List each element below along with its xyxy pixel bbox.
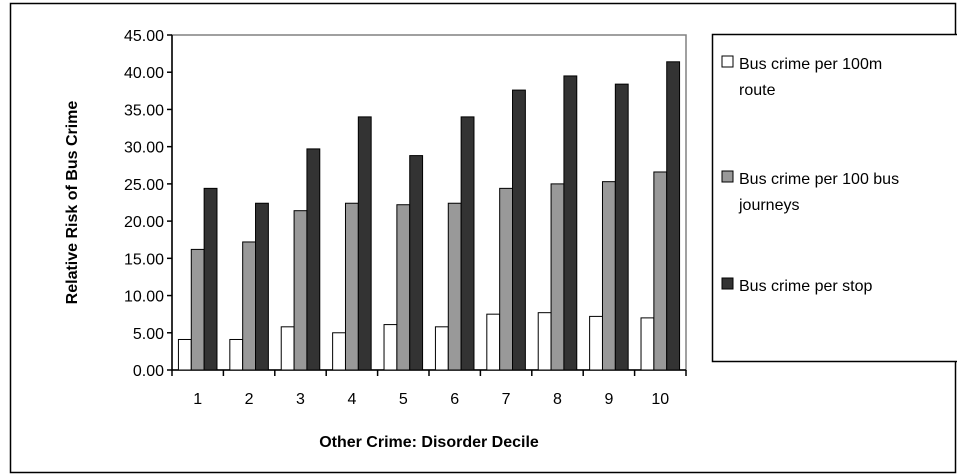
x-tick-label: 4 (347, 391, 356, 408)
bar-series-1-decile-7 (486, 313, 501, 371)
bar-series-3-decile-10 (666, 61, 681, 371)
x-tick-label: 7 (502, 391, 511, 408)
bar-series-2-decile-9 (601, 181, 616, 371)
bar-series-2-decile-10 (653, 171, 668, 371)
bar-series-3-decile-5 (409, 155, 424, 371)
y-axis-title: Relative Risk of Bus Crime (64, 101, 81, 305)
legend-swatch (721, 55, 734, 68)
y-axis: 0.00 5.00 10.00 15.00 20.00 25.00 30.00 35.00 40… (124, 28, 173, 380)
x-tick-label: 1 (193, 391, 202, 408)
bar-series-3-decile-6 (460, 116, 475, 371)
bar-series-1-decile-9 (589, 315, 603, 371)
bar-series-3-decile-1 (203, 187, 218, 371)
legend-label: journeys (738, 197, 799, 214)
bar-series-2-decile-6 (447, 202, 462, 371)
bar-series-3-decile-3 (306, 148, 321, 371)
legend-swatch (721, 277, 734, 290)
bar-series-1-decile-6 (434, 326, 449, 371)
x-axis-title: Other Crime: Disorder Decile (319, 434, 539, 451)
y-tick-label: 10.00 (124, 289, 164, 306)
y-tick-label: 35.00 (124, 102, 164, 119)
x-tick-label: 3 (296, 391, 305, 408)
bar-series-3-decile-7 (512, 89, 526, 371)
y-tick-label: 5.00 (133, 326, 164, 343)
bar-series-3-decile-9 (614, 83, 629, 371)
x-tick-label: 9 (604, 391, 613, 408)
x-tick-label: 10 (651, 391, 669, 408)
legend-swatch (721, 170, 734, 183)
bar-series-1-decile-5 (383, 324, 398, 371)
legend-label: Bus crime per stop (739, 278, 872, 295)
bar-series-1-decile-2 (229, 338, 244, 371)
x-tick-label: 2 (245, 391, 254, 408)
bar-series-1-decile-4 (332, 332, 346, 371)
x-tick-label: 6 (450, 391, 459, 408)
bar-series-2-decile-5 (396, 204, 411, 371)
y-tick-label: 15.00 (124, 251, 164, 268)
bar-series-1-decile-3 (280, 326, 295, 371)
bar-series-1-decile-10 (640, 317, 655, 371)
legend-box (711, 33, 957, 363)
bars (177, 61, 681, 371)
y-tick-label: 40.00 (124, 65, 164, 82)
y-tick-label: 45.00 (124, 28, 164, 45)
bar-series-2-decile-8 (550, 183, 565, 371)
bar-series-2-decile-3 (293, 210, 308, 371)
y-tick-label: 20.00 (124, 214, 164, 231)
bar-series-2-decile-7 (499, 187, 514, 371)
legend-label: route (739, 82, 776, 99)
bar-series-2-decile-2 (242, 241, 257, 371)
bar-series-3-decile-4 (357, 116, 372, 371)
legend-label: Bus crime per 100m (739, 56, 882, 73)
legend-label: Bus crime per 100 bus (739, 171, 899, 188)
y-tick-label: 25.00 (124, 177, 164, 194)
bar-series-3-decile-8 (563, 75, 578, 371)
bar-series-3-decile-2 (255, 202, 269, 371)
bar-series-1-decile-8 (537, 312, 552, 371)
legend: Bus crime per 100m route Bus crime per 100… (721, 55, 899, 295)
x-tick-label: 8 (553, 391, 562, 408)
bar-series-2-decile-1 (190, 248, 205, 371)
bar-series-2-decile-4 (344, 202, 359, 371)
bar-series-1-decile-1 (177, 338, 192, 371)
y-tick-label: 0.00 (133, 363, 164, 380)
y-tick-label: 30.00 (124, 140, 164, 157)
x-tick-label: 5 (399, 391, 408, 408)
